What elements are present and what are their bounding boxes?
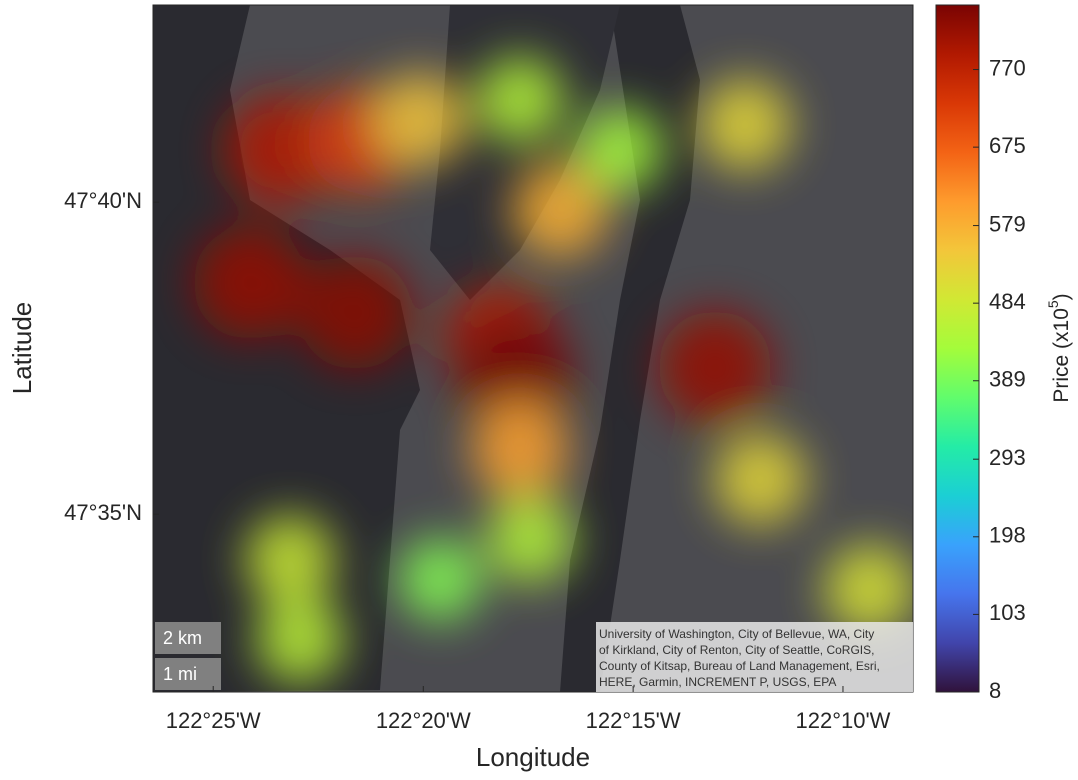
heat-point — [713, 433, 807, 526]
heat-point — [245, 514, 335, 605]
heat-point — [576, 106, 664, 193]
colorbar-label: Price (x105) — [1045, 293, 1073, 402]
attribution: County of Kitsap, Bureau of Land Managem… — [599, 659, 880, 673]
colorbar-tick-label: 389 — [989, 367, 1026, 392]
x-tick-label: 122°20'W — [376, 708, 471, 733]
scale-label: 2 km — [163, 628, 202, 648]
colorbar-tick-label: 8 — [989, 678, 1001, 703]
colorbar-tick-label: 198 — [989, 523, 1026, 548]
water — [153, 5, 420, 692]
colorbar-tick-label: 579 — [989, 211, 1026, 236]
heat-point — [698, 78, 792, 172]
heat-point — [397, 537, 482, 622]
heat-point — [193, 225, 307, 340]
map-frame — [152, 4, 914, 693]
attribution: University of Washington, City of Bellev… — [599, 627, 874, 641]
colorbar-tick-label: 770 — [989, 55, 1026, 80]
y-tick-label: 47°35'N — [64, 500, 142, 525]
scale-box — [155, 658, 221, 690]
heat-point — [297, 255, 413, 370]
colorbar-label-sup: 5 — [1045, 300, 1061, 308]
attribution-box — [596, 622, 913, 692]
heat-point — [658, 310, 772, 425]
scale-label: 1 mi — [163, 664, 197, 684]
heat-point — [476, 56, 564, 144]
x-tick-label: 122°25'W — [166, 708, 261, 733]
heat-point — [255, 595, 345, 684]
heat-point — [372, 72, 468, 168]
heat-point — [456, 316, 573, 433]
water — [560, 5, 700, 692]
heat-point — [470, 400, 570, 499]
scale-box — [155, 622, 221, 654]
x-axis-label: Longitude — [476, 742, 590, 772]
attribution: of Kirkland, City of Renton, City of Sea… — [599, 643, 874, 657]
heat-point — [224, 93, 336, 206]
colorbar-tick-label: 484 — [989, 289, 1026, 314]
heat-point — [824, 543, 913, 636]
heatmap — [193, 56, 913, 684]
colorbar-label-text: Price (x10 — [1050, 308, 1073, 403]
heat-point — [486, 495, 574, 584]
y-tick-label: 47°40'N — [64, 188, 142, 213]
x-tick-label: 122°10'W — [795, 708, 890, 733]
colorbar-tick-label: 675 — [989, 133, 1026, 158]
water — [430, 5, 620, 300]
colorbar-tick-label: 103 — [989, 600, 1026, 625]
scale-bar: 2 km 1 mi — [155, 622, 221, 690]
attribution: HERE, Garmin, INCREMENT P, USGS, EPA — [599, 675, 836, 689]
heat-point — [511, 161, 609, 259]
colorbar — [935, 4, 980, 693]
colorbar-label-end: ) — [1050, 293, 1073, 300]
x-tick-label: 122°15'W — [586, 708, 681, 733]
y-axis-label: Latitude — [7, 302, 37, 395]
colorbar-tick-label: 293 — [989, 445, 1026, 470]
